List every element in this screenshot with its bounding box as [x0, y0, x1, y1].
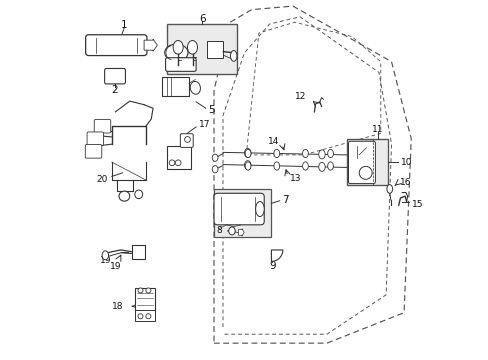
- Text: 8: 8: [216, 226, 222, 235]
- Circle shape: [184, 136, 190, 142]
- Ellipse shape: [102, 251, 108, 260]
- FancyArrow shape: [238, 229, 244, 236]
- Text: 6: 6: [199, 14, 205, 24]
- FancyBboxPatch shape: [85, 35, 147, 55]
- Ellipse shape: [230, 50, 237, 61]
- Text: 2: 2: [111, 85, 118, 95]
- Circle shape: [359, 166, 371, 179]
- Circle shape: [138, 288, 142, 293]
- Ellipse shape: [327, 149, 333, 158]
- Ellipse shape: [302, 162, 308, 170]
- FancyBboxPatch shape: [104, 68, 125, 84]
- Text: 12: 12: [294, 92, 305, 101]
- Text: 3: 3: [193, 32, 200, 41]
- FancyBboxPatch shape: [94, 120, 110, 133]
- FancyBboxPatch shape: [180, 134, 193, 147]
- Text: 5: 5: [208, 105, 215, 116]
- Bar: [131, 244, 145, 259]
- Ellipse shape: [187, 41, 197, 54]
- Ellipse shape: [244, 149, 250, 158]
- FancyBboxPatch shape: [85, 144, 102, 158]
- Text: 19: 19: [109, 262, 121, 271]
- Ellipse shape: [119, 191, 129, 201]
- FancyBboxPatch shape: [165, 58, 196, 71]
- Text: 10: 10: [400, 158, 411, 167]
- Circle shape: [175, 160, 181, 166]
- Wedge shape: [271, 250, 282, 261]
- Text: 20: 20: [96, 175, 107, 184]
- Text: 11: 11: [371, 125, 383, 134]
- FancyBboxPatch shape: [348, 141, 375, 184]
- Ellipse shape: [212, 166, 218, 173]
- Bar: [167, 146, 190, 169]
- Ellipse shape: [302, 149, 308, 158]
- Circle shape: [145, 288, 151, 293]
- Ellipse shape: [273, 149, 279, 158]
- Ellipse shape: [244, 162, 250, 170]
- Bar: [135, 288, 155, 311]
- Ellipse shape: [212, 154, 218, 161]
- Text: 14: 14: [267, 137, 279, 146]
- Ellipse shape: [244, 161, 250, 170]
- Ellipse shape: [244, 148, 250, 157]
- Circle shape: [169, 160, 175, 166]
- Ellipse shape: [190, 81, 200, 94]
- Text: 4: 4: [206, 59, 212, 69]
- Text: 9: 9: [268, 261, 275, 271]
- Text: 13: 13: [290, 175, 301, 184]
- FancyArrow shape: [144, 39, 157, 51]
- Text: 7: 7: [282, 195, 288, 205]
- Bar: [214, 189, 271, 237]
- Ellipse shape: [318, 150, 325, 159]
- Text: 18: 18: [112, 302, 123, 311]
- Circle shape: [145, 314, 151, 319]
- Ellipse shape: [228, 227, 235, 235]
- Ellipse shape: [327, 162, 333, 170]
- FancyBboxPatch shape: [87, 132, 103, 145]
- Circle shape: [138, 314, 142, 319]
- Bar: [162, 77, 188, 96]
- Ellipse shape: [386, 185, 392, 193]
- Text: 16: 16: [399, 177, 411, 186]
- Text: 19: 19: [100, 256, 112, 265]
- Text: 1: 1: [121, 20, 127, 30]
- Ellipse shape: [164, 44, 187, 61]
- Bar: [346, 139, 387, 185]
- Bar: [135, 310, 155, 321]
- Ellipse shape: [255, 202, 264, 217]
- Ellipse shape: [135, 190, 142, 199]
- Bar: [167, 24, 237, 74]
- FancyBboxPatch shape: [214, 193, 264, 225]
- Text: 17: 17: [199, 120, 210, 129]
- Bar: [207, 41, 223, 58]
- Ellipse shape: [273, 162, 279, 170]
- Ellipse shape: [318, 162, 325, 171]
- Text: 15: 15: [411, 200, 423, 209]
- Ellipse shape: [173, 41, 183, 54]
